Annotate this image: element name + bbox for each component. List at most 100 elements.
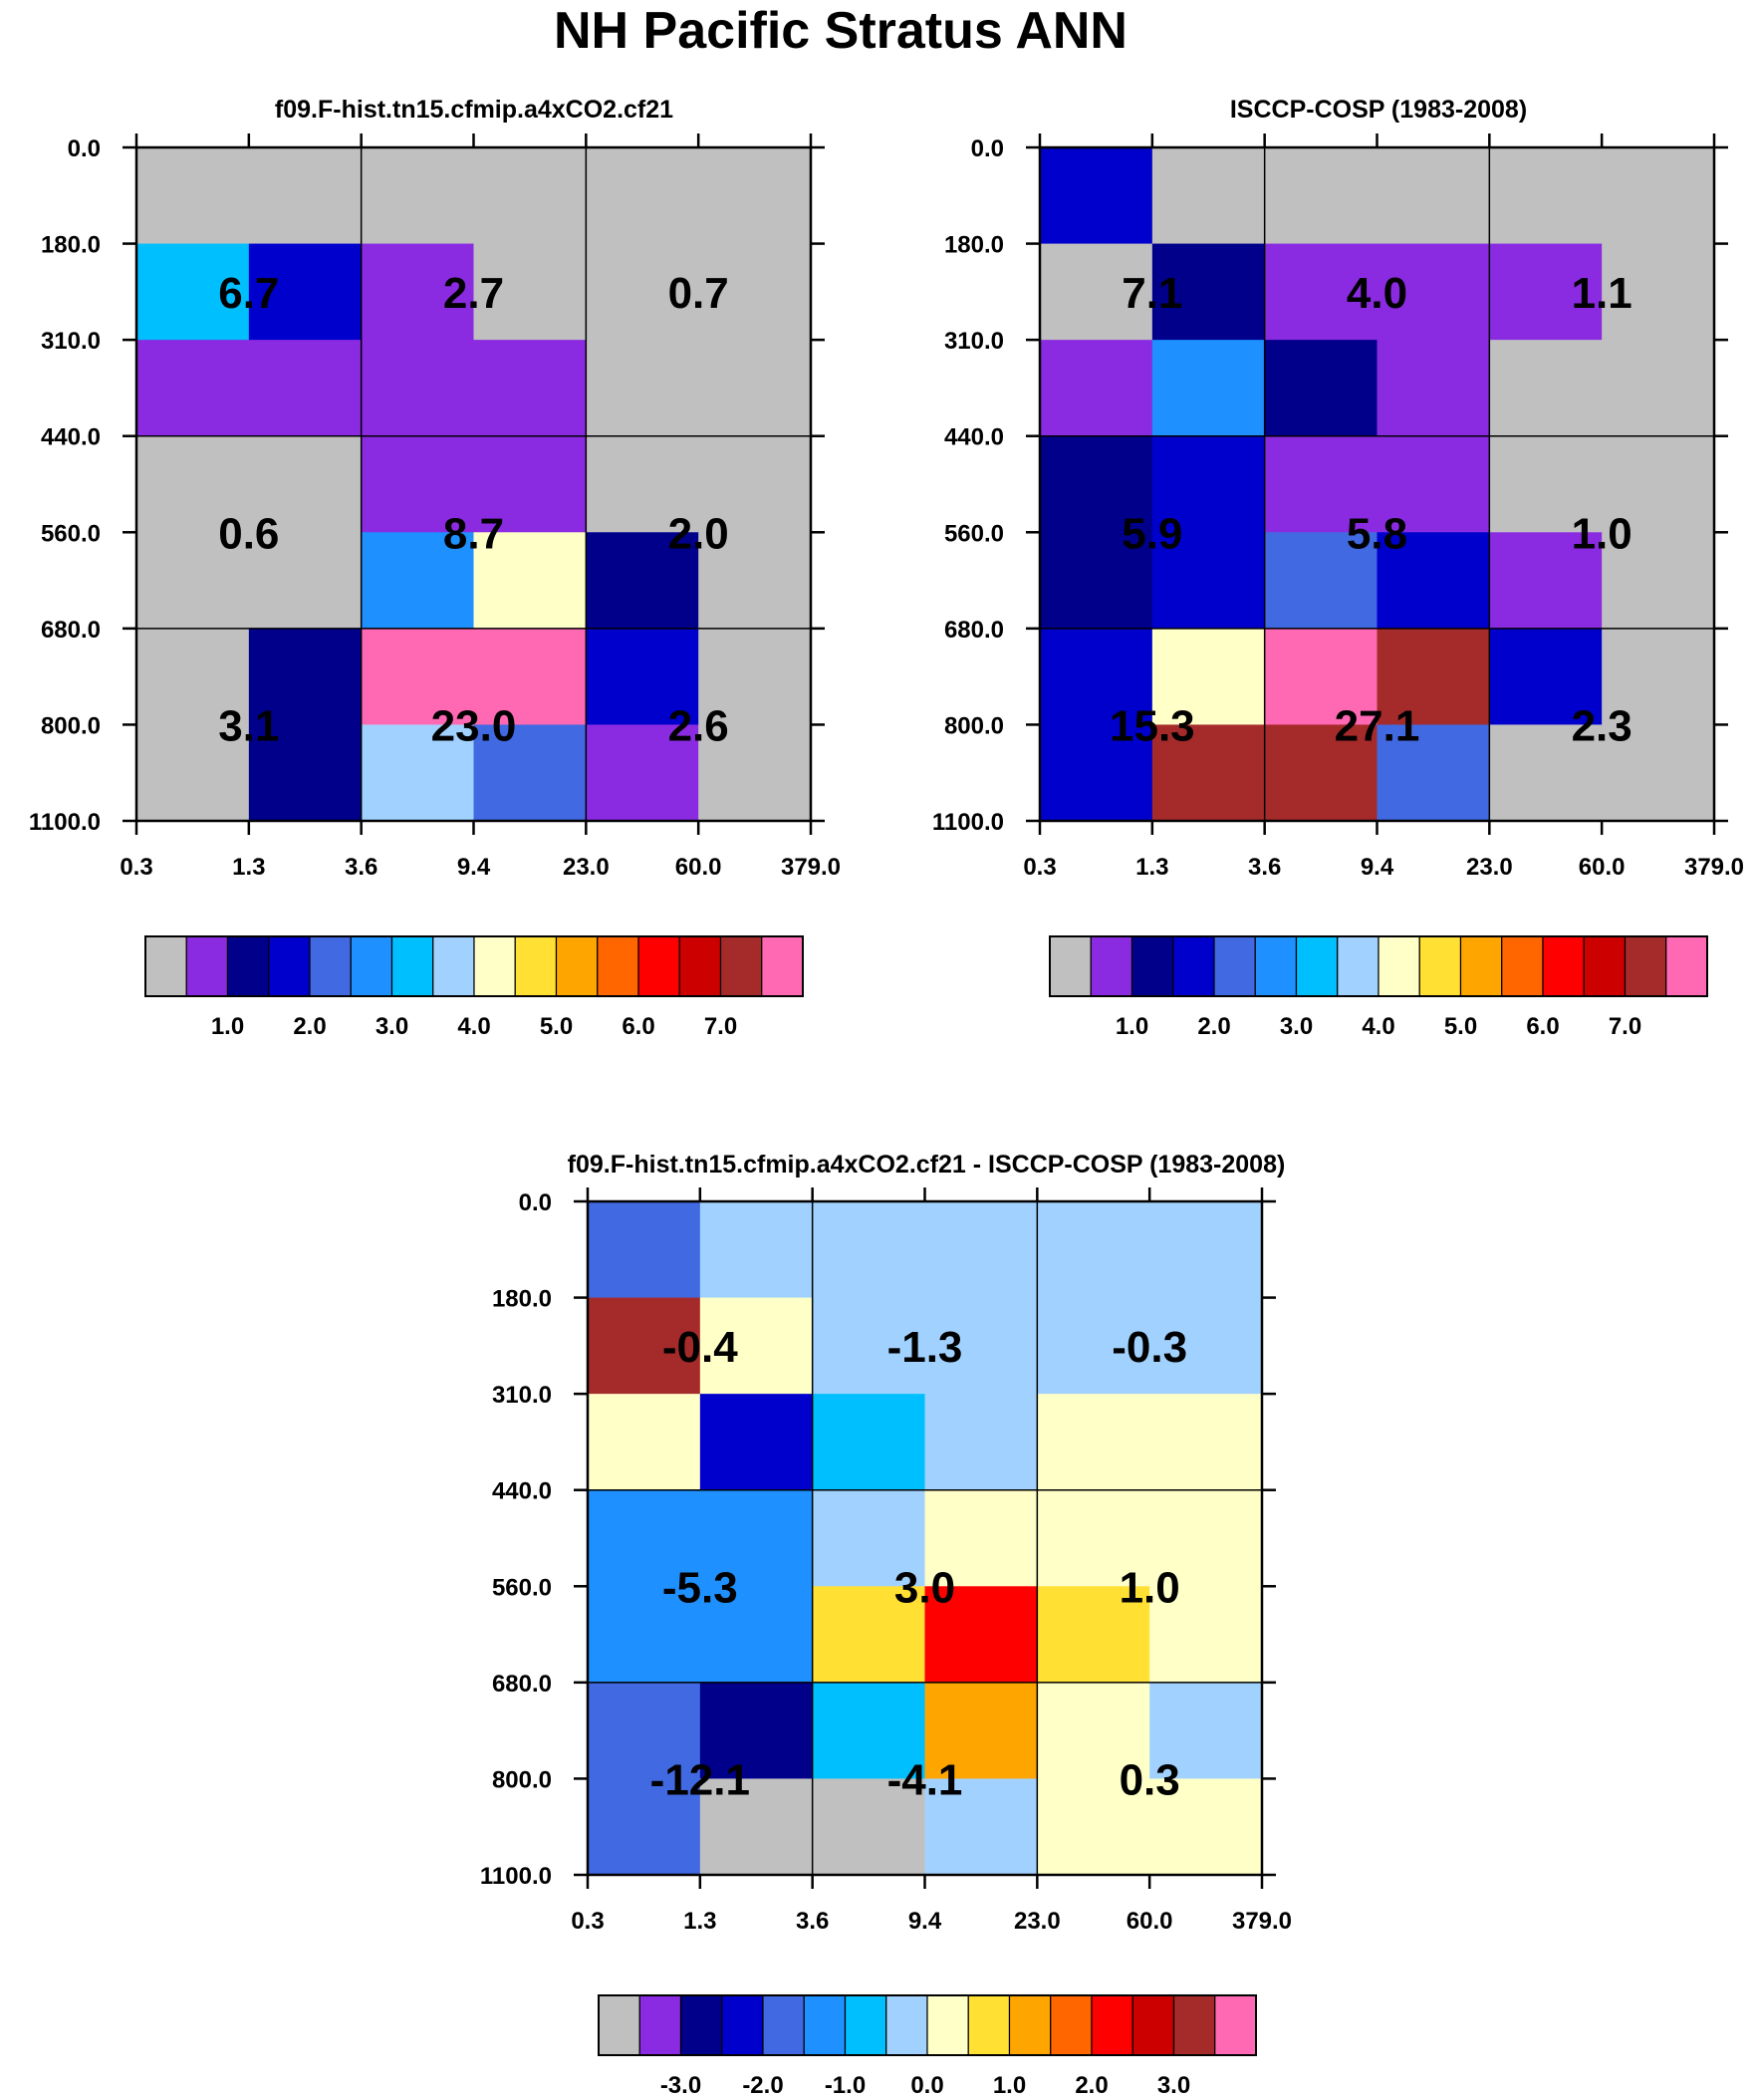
colorbar-swatch — [1130, 935, 1174, 997]
heatmap-cell — [1037, 1586, 1150, 1684]
heatmap-cell — [924, 1586, 1038, 1684]
heatmap-cell — [1037, 1489, 1150, 1587]
heatmap-cell — [473, 340, 587, 437]
heatmap-cell — [699, 1586, 814, 1684]
cell-value-label: 6.7 — [218, 269, 279, 318]
heatmap-cell — [1040, 340, 1153, 437]
heatmap-cell — [924, 1201, 1038, 1299]
colorbar-swatch — [309, 935, 352, 997]
cell-value-label: 1.0 — [1572, 509, 1632, 558]
colorbar-swatch — [597, 935, 639, 997]
cell-value-label: 2.0 — [668, 509, 729, 558]
heatmap-cell — [1151, 243, 1266, 341]
x-tick-label: 379.0 — [1684, 854, 1744, 881]
colorbar-label: 5.0 — [540, 1013, 573, 1040]
heatmap-cell — [924, 1682, 1038, 1780]
heatmap-cell — [1264, 724, 1379, 822]
colorbar-swatch — [226, 935, 270, 997]
heatmap-cell — [812, 1586, 926, 1684]
colorbar-label: 3.0 — [1157, 2072, 1190, 2095]
heatmap-cell — [812, 1778, 926, 1876]
heatmap-cell — [1264, 435, 1379, 533]
colorbar-swatch — [1295, 935, 1339, 997]
colorbar-label: 0.0 — [910, 2072, 943, 2095]
heatmap-cell — [473, 147, 587, 245]
y-tick-label: 440.0 — [41, 424, 101, 451]
colorbar-swatch — [350, 935, 393, 997]
heatmap-cell — [1151, 628, 1266, 726]
colorbar-swatch — [1665, 935, 1708, 997]
heatmap-cell — [248, 532, 363, 630]
heatmap-cell — [136, 435, 250, 533]
heatmap-cell — [136, 724, 250, 822]
heatmap-cell — [698, 340, 812, 437]
heatmap-cell — [1602, 147, 1715, 245]
heatmap-cell — [1151, 532, 1266, 630]
x-tick-label: 9.4 — [1361, 854, 1394, 881]
colorbar-swatch — [844, 1994, 887, 2056]
heatmap-cell — [1040, 243, 1153, 341]
heatmap-cell — [1149, 1586, 1263, 1684]
heatmap-cell — [1264, 340, 1379, 437]
heatmap-cell — [1602, 243, 1715, 341]
cell-value-label: 3.1 — [218, 701, 279, 750]
heatmap-cell — [473, 532, 587, 630]
colorbar-label: 6.0 — [622, 1013, 654, 1040]
heatmap-cell — [473, 243, 587, 341]
heatmap-cell — [588, 1394, 701, 1491]
heatmap-cell — [586, 340, 699, 437]
colorbar-swatch — [1213, 935, 1256, 997]
cell-value-label: 4.0 — [1347, 269, 1407, 318]
colorbar-swatch — [803, 1994, 847, 2056]
x-tick-label: 9.4 — [457, 854, 491, 881]
y-tick-label: 310.0 — [944, 328, 1004, 355]
colorbar-swatch — [1049, 935, 1092, 997]
y-tick-label: 310.0 — [492, 1382, 552, 1409]
heatmap-cell — [1489, 532, 1603, 630]
heatmap-cell — [1151, 435, 1266, 533]
y-tick-label: 680.0 — [492, 1671, 552, 1698]
heatmap-cell — [588, 1682, 701, 1780]
heatmap-cell — [1489, 724, 1603, 822]
colorbar-swatch — [761, 935, 804, 997]
cell-value-label: 7.1 — [1122, 269, 1182, 318]
y-tick-label: 560.0 — [41, 520, 101, 547]
heatmap-cell — [1040, 628, 1153, 726]
heatmap-cell — [1602, 532, 1715, 630]
heatmap-cell — [1149, 1778, 1263, 1876]
colorbar-label: 4.0 — [457, 1013, 490, 1040]
cell-value-label: 23.0 — [431, 701, 517, 750]
colorbar-swatch — [1050, 1994, 1093, 2056]
heatmap-cell — [136, 340, 250, 437]
heatmap-cell — [588, 1778, 701, 1876]
heatmap-cell — [1377, 147, 1490, 245]
heatmap-cell — [248, 724, 363, 822]
heatmap-cell — [1602, 724, 1715, 822]
colorbar-swatch — [1337, 935, 1379, 997]
cell-value-label: 0.3 — [1120, 1755, 1180, 1804]
heatmap-cell — [1037, 1682, 1150, 1780]
heatmap-cell — [1149, 1394, 1263, 1491]
heatmap-cell — [1037, 1778, 1150, 1876]
heatmap-cell — [1037, 1297, 1150, 1395]
x-tick-label: 1.3 — [232, 854, 265, 881]
heatmap-cell — [698, 147, 812, 245]
heatmap-cell — [1151, 724, 1266, 822]
colorbar-swatch — [144, 935, 187, 997]
y-tick-label: 0.0 — [971, 135, 1004, 162]
heatmap-cell — [248, 435, 363, 533]
colorbar-label: 3.0 — [1280, 1013, 1313, 1040]
x-tick-label: 60.0 — [1127, 1908, 1173, 1935]
x-tick-label: 0.3 — [1023, 854, 1056, 881]
cell-value-label: 8.7 — [443, 509, 504, 558]
y-tick-label: 800.0 — [492, 1766, 552, 1793]
colorbar-swatch — [1459, 935, 1503, 997]
colorbar-swatch — [185, 935, 229, 997]
heatmap-cell — [1149, 1489, 1263, 1587]
heatmap-cell — [1377, 628, 1490, 726]
cell-value-label: 1.0 — [1120, 1563, 1180, 1612]
heatmap-cell — [1149, 1201, 1263, 1299]
x-tick-label: 3.6 — [796, 1908, 829, 1935]
colorbar-swatch — [967, 1994, 1011, 2056]
heatmap-cell — [1602, 435, 1715, 533]
